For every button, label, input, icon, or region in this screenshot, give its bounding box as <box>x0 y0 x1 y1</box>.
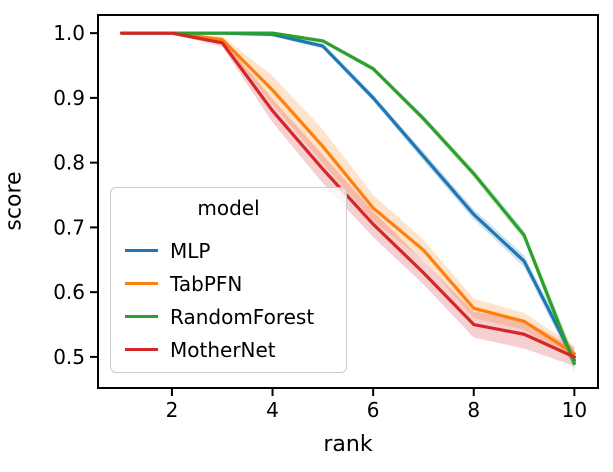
series-line-RandomForest <box>120 31 576 365</box>
y-tick-label: 0.8 <box>53 151 85 175</box>
legend-label: TabPFN <box>170 271 243 296</box>
y-tick-label: 0.5 <box>53 345 85 369</box>
y-tick-label: 0.6 <box>53 280 85 304</box>
x-tick-label: 6 <box>367 398 380 422</box>
series-line-MotherNet <box>120 31 576 359</box>
y-axis-title: score <box>1 171 27 231</box>
series-band-MotherNet <box>121 32 575 366</box>
legend-label: MotherNet <box>170 337 276 362</box>
legend-row-RandomForest: RandomForest <box>125 300 346 333</box>
x-tick-label: 2 <box>166 398 179 422</box>
y-tick-label: 0.7 <box>53 215 85 239</box>
legend-swatch-MotherNet <box>125 347 158 352</box>
legend: model MLP TabPFN RandomForest MotherNet <box>110 187 347 373</box>
legend-swatch-MLP <box>125 248 158 253</box>
x-axis-title: rank <box>323 432 373 457</box>
legend-row-MLP: MLP <box>125 234 346 267</box>
legend-row-TabPFN: TabPFN <box>125 267 346 300</box>
y-tick-label: 0.9 <box>53 86 85 110</box>
x-tick-label: 10 <box>562 398 587 422</box>
y-tick-label: 1.0 <box>53 21 85 45</box>
legend-items: MLP TabPFN RandomForest MotherNet <box>111 220 346 366</box>
legend-row-MotherNet: MotherNet <box>125 333 346 366</box>
series-band-TabPFN <box>121 32 575 362</box>
legend-swatch-RandomForest <box>125 314 158 319</box>
legend-title: model <box>197 196 260 220</box>
legend-label: RandomForest <box>170 304 315 329</box>
legend-swatch-TabPFN <box>125 281 158 286</box>
legend-label: MLP <box>170 238 211 263</box>
x-tick-label: 8 <box>467 398 480 422</box>
x-tick-label: 4 <box>266 398 279 422</box>
axes-spines <box>97 14 599 389</box>
